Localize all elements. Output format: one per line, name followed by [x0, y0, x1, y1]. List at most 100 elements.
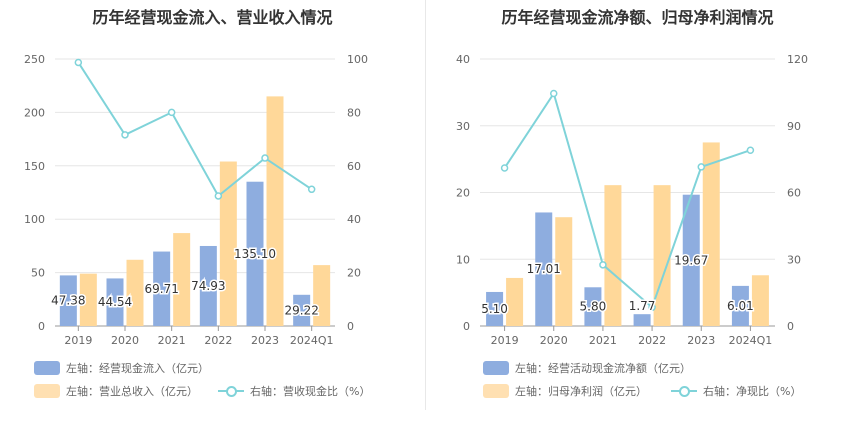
bar-secondary	[506, 277, 524, 326]
bar-primary	[682, 194, 700, 326]
bar-secondary	[751, 275, 769, 326]
bar-secondary	[126, 259, 144, 326]
x-tick-label: 2020	[111, 334, 139, 347]
bar-secondary	[653, 185, 671, 326]
bar-primary	[633, 314, 651, 326]
x-tick-label: 2024Q1	[729, 334, 773, 347]
bar-primary	[199, 245, 217, 326]
y-tick-label-left: 150	[24, 160, 45, 173]
legend-label: 右轴：净现比（%）	[703, 385, 802, 398]
y-tick-label-left: 0	[463, 320, 470, 333]
ratio-point	[648, 303, 656, 312]
legend-label: 右轴：营收现金比（%）	[250, 385, 371, 398]
bar-primary	[584, 287, 602, 326]
chart-panel-cashflow-revenue: 历年经营现金流入、营业收入情况 0 50 100 150 200 250 0 20 40 60 80…	[24, 8, 370, 399]
ratio-point	[261, 154, 269, 162]
bar-primary	[106, 278, 124, 326]
ratio-point	[697, 163, 705, 171]
chart-panel-netcash-profit: 历年经营现金流净额、归母净利润情况 0 10 20 30 40 0 30 60 90 120 201…	[425, 0, 850, 437]
x-tick-label: 2024Q1	[290, 334, 334, 347]
x-tick-label: 2022	[204, 334, 232, 347]
bar-primary	[731, 285, 749, 326]
ratio-point	[74, 58, 83, 67]
y-tick-label-right: 0	[787, 320, 794, 333]
y-tick-label-right: 20	[347, 267, 361, 280]
legend-label: 左轴：经营现金流入（亿元）	[66, 362, 209, 375]
y-tick-label-right: 100	[347, 53, 368, 66]
data-label: 6.01	[727, 299, 754, 313]
x-tick-label: 2021	[589, 334, 617, 347]
legend-swatch-bar	[483, 384, 509, 398]
bar-secondary	[702, 142, 720, 326]
y-tick-label-right: 40	[347, 213, 361, 226]
ratio-point	[167, 108, 176, 117]
bar-primary	[535, 212, 553, 326]
legend-label: 左轴：归母净利润（亿元）	[515, 385, 647, 398]
y-tick-label-right: 120	[787, 53, 808, 66]
data-label: 47.38	[51, 294, 85, 308]
bar-primary	[246, 181, 264, 326]
legend-item[interactable]: 左轴：营业总收入（亿元）	[34, 383, 198, 399]
legend-swatch-bar	[34, 361, 60, 375]
y-tick-label-right: 60	[787, 187, 801, 200]
chart-title: 历年经营现金流净额、归母净利润情况	[501, 8, 774, 27]
legend-item[interactable]: 左轴：归母净利润（亿元）	[483, 383, 647, 399]
ratio-point	[500, 164, 509, 172]
data-label: 44.54	[98, 295, 132, 309]
y-tick-label-right: 30	[787, 253, 801, 266]
ratio-point	[307, 185, 316, 194]
legend-label: 左轴：营业总收入（亿元）	[66, 385, 198, 398]
data-label: 74.93	[191, 279, 225, 293]
bar-primary	[486, 291, 504, 326]
y-tick-label-left: 10	[456, 253, 470, 266]
y-tick-label-left: 250	[24, 53, 45, 66]
data-label: 29.22	[284, 303, 318, 317]
legend-item[interactable]: 右轴：净现比（%）	[671, 383, 801, 399]
y-tick-label-left: 0	[38, 320, 45, 333]
legend-item[interactable]: 右轴：营收现金比（%）	[218, 383, 370, 399]
legend-swatch-bar	[34, 384, 60, 398]
bar-secondary	[604, 185, 622, 326]
bar-secondary	[219, 161, 237, 326]
y-tick-label-right: 0	[347, 320, 354, 333]
y-tick-label-left: 100	[24, 213, 45, 226]
y-tick-label-right: 60	[347, 160, 361, 173]
y-tick-label-left: 200	[24, 106, 45, 119]
bar-secondary	[173, 233, 191, 326]
y-tick-label-left: 20	[456, 187, 470, 200]
bar-secondary	[79, 273, 97, 326]
ratio-point	[550, 89, 558, 98]
y-tick-label-right: 90	[787, 120, 801, 133]
legend-item[interactable]: 左轴：经营现金流入（亿元）	[34, 360, 209, 376]
legend-swatch-bar	[483, 361, 509, 375]
ratio-line	[77, 61, 313, 198]
data-label: 5.80	[580, 300, 607, 314]
x-tick-label: 2021	[158, 334, 186, 347]
y-tick-label-right: 80	[347, 106, 361, 119]
legend-swatch-line	[671, 384, 697, 398]
legend-label: 左轴：经营活动现金流净额（亿元）	[515, 362, 691, 375]
bar-secondary	[555, 217, 573, 326]
x-tick-label: 2022	[638, 334, 666, 347]
x-tick-label: 2023	[251, 334, 279, 347]
y-tick-label-left: 40	[456, 53, 470, 66]
ratio-line	[503, 91, 751, 310]
data-label: 5.10	[481, 302, 508, 316]
bar-secondary	[313, 265, 331, 326]
x-tick-label: 2020	[540, 334, 568, 347]
data-label: 17.01	[527, 262, 561, 276]
panel-divider	[425, 0, 426, 410]
chart-plot: 0 10 20 30 40 0 30 60 90 120 2019 2020 2021 2022 2023 2…	[456, 53, 808, 347]
bar-primary	[59, 275, 77, 326]
y-tick-label-left: 30	[456, 120, 470, 133]
bar-primary	[153, 251, 171, 326]
chart-plot: 0 50 100 150 200 250 0 20 40 60 80 100 2019 2020 2021 2…	[24, 53, 368, 347]
ratio-point	[121, 131, 129, 139]
data-label: 1.77	[629, 299, 656, 313]
y-tick-label-left: 50	[31, 267, 45, 280]
legend-item[interactable]: 左轴：经营活动现金流净额（亿元）	[483, 360, 691, 376]
x-tick-label: 2019	[64, 334, 92, 347]
ratio-point	[599, 261, 607, 269]
x-tick-label: 2023	[687, 334, 715, 347]
